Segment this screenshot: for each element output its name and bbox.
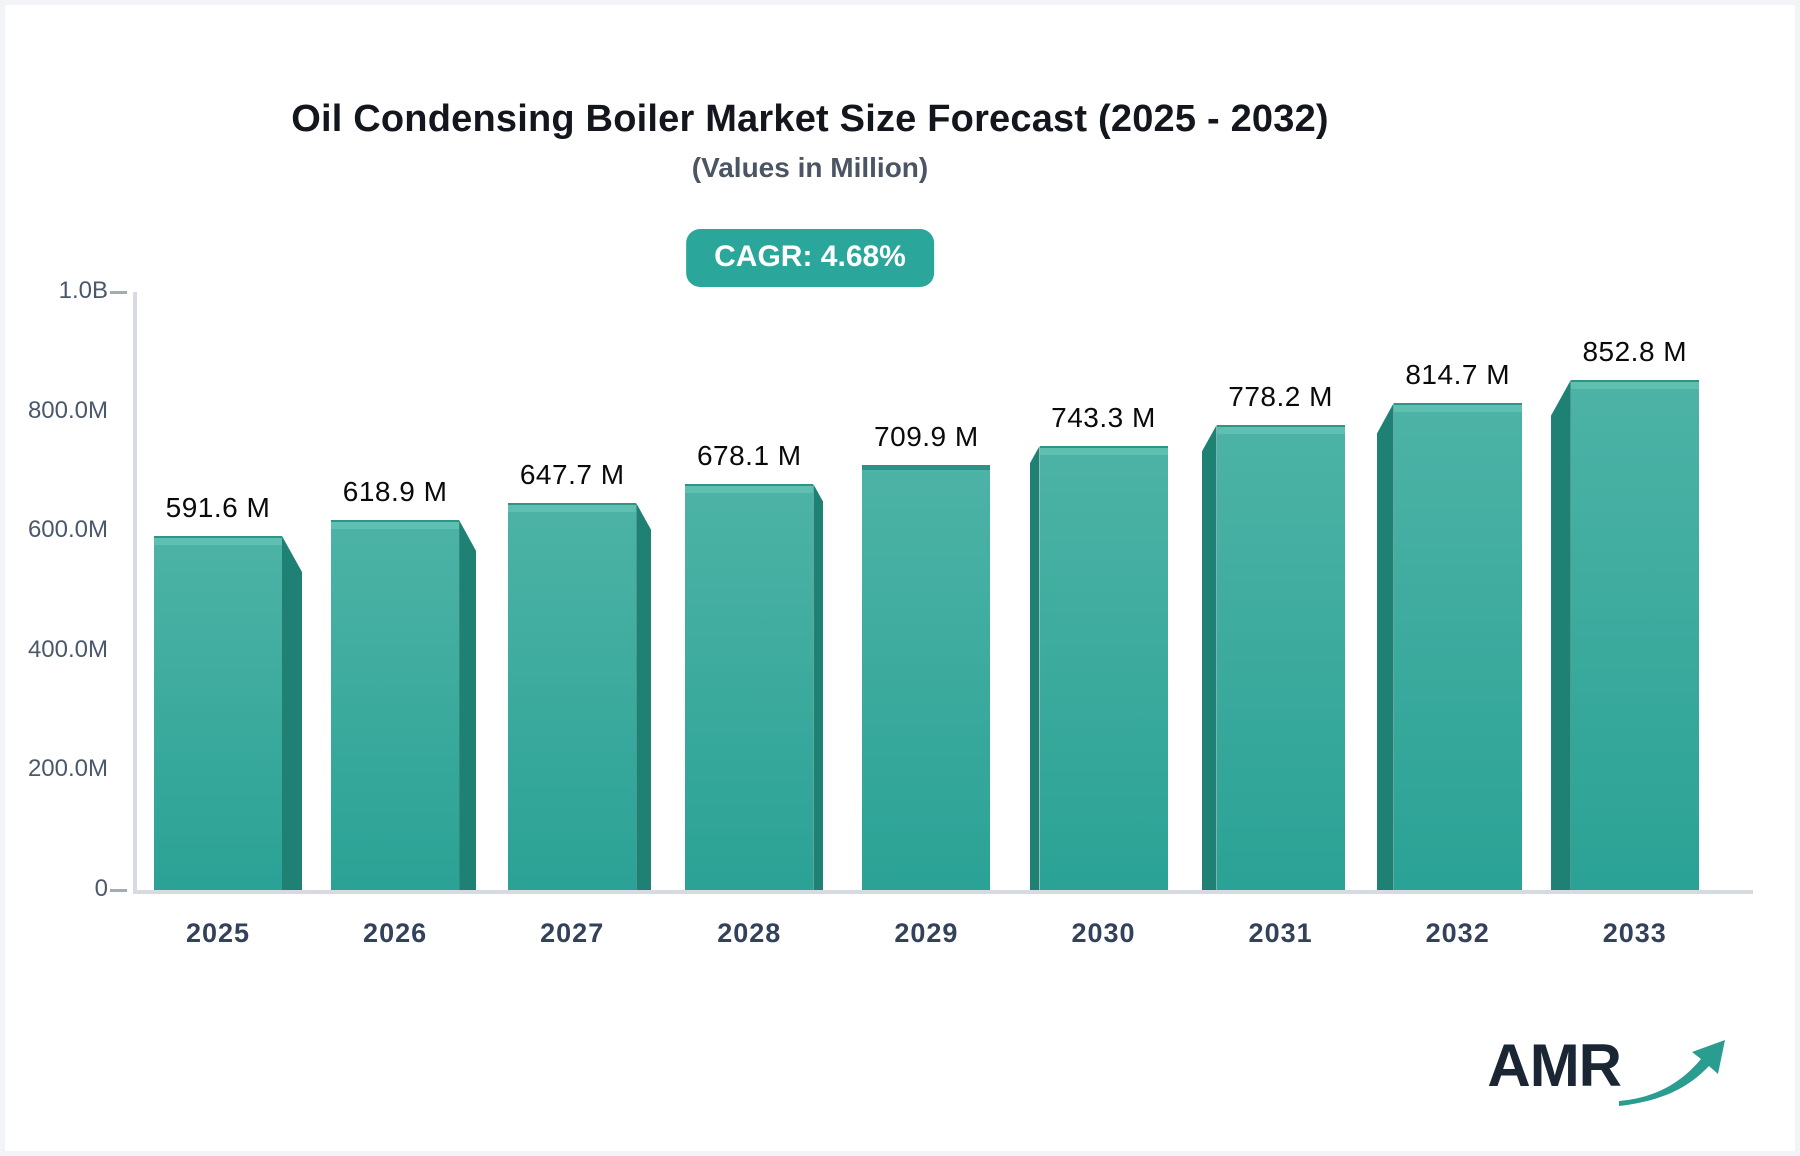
bar-side-face bbox=[1201, 425, 1217, 890]
bar-value-label: 743.3 M bbox=[1051, 402, 1156, 433]
bar-2029 bbox=[862, 465, 991, 890]
bar-top-face bbox=[1570, 380, 1699, 389]
bar-top-face bbox=[154, 536, 282, 545]
bar-2027 bbox=[508, 503, 637, 890]
x-axis-line bbox=[133, 890, 1753, 894]
bar-side-face bbox=[636, 503, 652, 890]
x-axis-label: 2032 bbox=[1425, 918, 1490, 948]
bar-chart: 1.0B 800.0M 600.0M 400.0M 200.0M 0 591.6 M 2025… bbox=[5, 5, 1795, 1151]
growth-arrow-icon bbox=[1615, 1033, 1733, 1114]
bar-side-face bbox=[813, 484, 824, 890]
bar-value-label: 591.6 M bbox=[165, 492, 271, 523]
y-axis-tick bbox=[110, 889, 127, 892]
x-axis-label: 2031 bbox=[1248, 918, 1313, 948]
bar-side-face bbox=[282, 536, 302, 890]
chart-title: Oil Condensing Boiler Market Size Foreca… bbox=[291, 98, 1329, 140]
bar-top-face bbox=[1393, 403, 1522, 412]
bar-top-face bbox=[685, 484, 814, 493]
bar-top-face bbox=[508, 503, 637, 512]
y-axis-tick bbox=[110, 291, 127, 294]
y-axis-label: 1.0B bbox=[58, 277, 108, 304]
bar-value-label: 709.9 M bbox=[874, 421, 979, 452]
bar-2031 bbox=[1216, 425, 1345, 890]
chart-subtitle: (Values in Million) bbox=[691, 152, 929, 183]
bar-2028 bbox=[685, 484, 814, 890]
cagr-badge: CAGR: 4.68% bbox=[686, 229, 934, 287]
y-axis-label: 600.0M bbox=[27, 516, 108, 544]
x-axis-label: 2025 bbox=[185, 918, 251, 948]
bar-value-label: 647.7 M bbox=[519, 459, 625, 490]
amr-logo: AMR bbox=[1487, 1031, 1733, 1114]
x-axis-label: 2033 bbox=[1602, 918, 1667, 948]
bar-side-face bbox=[459, 520, 477, 890]
bar-value-label: 678.1 M bbox=[696, 440, 802, 471]
y-axis-line bbox=[133, 292, 137, 894]
bar-2030 bbox=[1039, 446, 1168, 890]
bar-top-face bbox=[331, 520, 460, 529]
bar-2026 bbox=[331, 520, 460, 890]
bar-value-label: 852.8 M bbox=[1582, 336, 1688, 367]
amr-logo-text: AMR bbox=[1487, 1032, 1622, 1099]
y-axis-label: 400.0M bbox=[27, 635, 108, 663]
bar-side-face bbox=[1550, 380, 1571, 890]
bar-value-label: 814.7 M bbox=[1405, 359, 1511, 390]
x-axis-label: 2026 bbox=[363, 918, 428, 948]
x-axis-label: 2030 bbox=[1071, 918, 1136, 948]
bar-top-face bbox=[862, 465, 991, 470]
bar-side-face bbox=[1376, 403, 1394, 890]
chart-card: Oil Condensing Boiler Market Size Foreca… bbox=[5, 5, 1795, 1151]
bar-value-label: 618.9 M bbox=[342, 476, 448, 507]
bar-2033 bbox=[1570, 380, 1699, 890]
y-axis-label: 0 bbox=[94, 875, 108, 902]
x-axis-label: 2028 bbox=[717, 918, 782, 948]
bar-2025 bbox=[154, 536, 282, 890]
bar-top-face bbox=[1216, 425, 1345, 434]
x-axis-label: 2027 bbox=[540, 918, 605, 948]
x-axis-label: 2029 bbox=[894, 918, 959, 948]
y-axis-label: 200.0M bbox=[27, 755, 108, 783]
y-axis-label: 800.0M bbox=[27, 396, 108, 424]
bar-side-face bbox=[1029, 446, 1040, 890]
bar-value-label: 778.2 M bbox=[1228, 381, 1333, 412]
bar-2032 bbox=[1393, 403, 1522, 890]
bar-top-face bbox=[1039, 446, 1168, 455]
